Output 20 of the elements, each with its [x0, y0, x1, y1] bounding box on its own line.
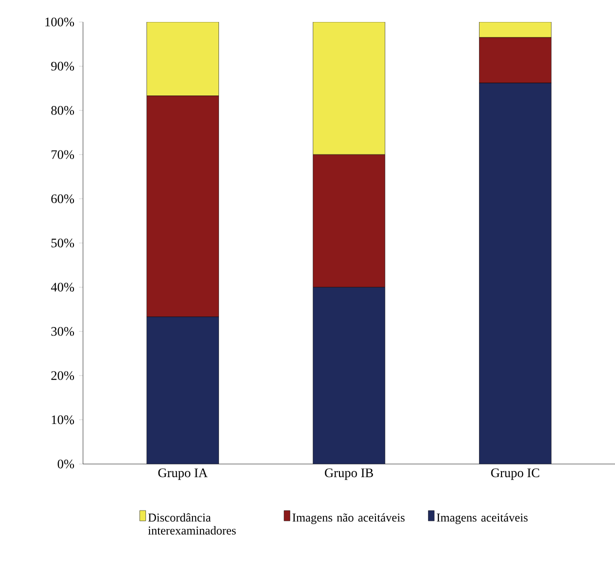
x-tick-label: Grupo IC — [491, 468, 540, 480]
x-tick-label: Grupo IB — [324, 468, 373, 480]
bar — [312, 287, 386, 464]
legend-label: Imagens não aceitáveis — [292, 513, 405, 524]
y-tick-label: 50% — [51, 238, 74, 248]
legend-label: Imagens aceitáveis — [436, 513, 528, 524]
bar — [146, 316, 219, 464]
legend-label: Discordância interexaminadores — [148, 513, 236, 535]
bar — [479, 82, 552, 464]
y-tick-label: 30% — [51, 327, 74, 336]
x-tick-label: Grupo IA — [158, 468, 208, 480]
y-tick-label: 10% — [52, 415, 74, 424]
y-tick-label: 60% — [51, 194, 74, 204]
y-tick-label: 80% — [51, 106, 74, 115]
y-tick-label: 20% — [51, 371, 74, 380]
y-tick-label: 70% — [52, 150, 74, 159]
y-tick-label: 40% — [50, 282, 74, 292]
y-tick-label: 90% — [51, 62, 74, 71]
y-tick-label: 0% — [58, 460, 74, 468]
y-tick-label: 100% — [45, 18, 74, 26]
